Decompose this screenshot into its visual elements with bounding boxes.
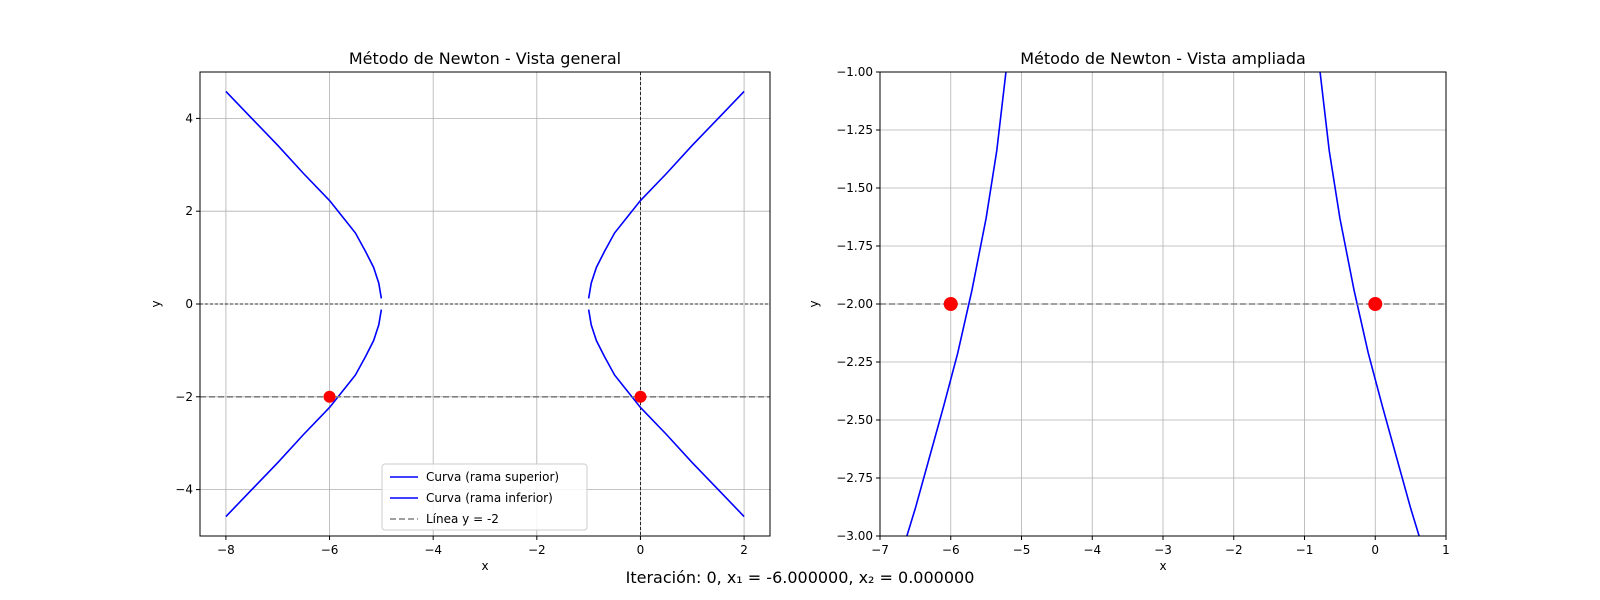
y-tick-label: −4 [175,483,193,497]
chart-1: −8 −6 −4 −2 0 2 −4 −2 0 2 4 Método de Newton - Vist… [149,49,771,573]
x-axis-label: x [481,559,488,573]
curve-series-1 [906,72,1420,536]
x-tick-label: −2 [1225,543,1243,557]
y-tick-label: 4 [185,111,193,125]
y-tick-label: −2.50 [836,413,873,427]
y-tick-label: 2 [185,204,193,218]
x-tick-label: 2 [740,543,748,557]
x-tick-label: −2 [528,543,546,557]
x-tick-label: −4 [424,543,442,557]
y-tick-label: −1.75 [836,239,873,253]
y-tick-label: −1.50 [836,181,873,195]
y-tick-label: −2.25 [836,355,873,369]
x-axis-label: x [1159,559,1166,573]
y-tick-label: −2.00 [836,297,873,311]
y-axis-label: y [807,300,821,307]
y-tick-label: −1.00 [836,65,873,79]
y-tick-label: 0 [185,297,193,311]
iteration-point-1 [943,297,958,311]
x-tick-label: 0 [1371,543,1379,557]
y-axis-label: y [149,300,163,307]
iteration-point-2 [634,390,647,403]
y-tick-label: −2 [175,390,193,404]
x-tick-label: −5 [1013,543,1031,557]
legend-entry: Línea y = -2 [426,512,499,526]
y-tick-label: −1.25 [836,123,873,137]
x-tick-label: −7 [871,543,889,557]
curve-series-2 [225,309,745,518]
legend-entry: Curva (rama inferior) [426,491,553,505]
legend-box [381,463,588,531]
chart-title: Método de Newton - Vista ampliada [1020,49,1306,68]
legend-entry: Curva (rama superior) [426,470,559,484]
curve-series-1 [225,90,745,299]
plot-area [200,90,770,518]
iteration-point-1 [323,390,336,403]
x-tick-label: −8 [217,543,235,557]
x-tick-label: −6 [942,543,960,557]
legend: Curva (rama superior) Curva (rama inferio… [381,463,588,531]
plot-area [880,72,1446,536]
x-tick-label: −4 [1083,543,1101,557]
y-tick-label: −2.75 [836,471,873,485]
iteration-point-2 [1368,297,1383,311]
chart-2: −7 −6 −5 −4 −3 −2 −1 0 1 −3.00 −2.75 −2.50 −2.25 −2.0… [807,49,1450,573]
chart-title: Método de Newton - Vista general [349,49,621,68]
iteration-suptitle: Iteración: 0, x₁ = -6.000000, x₂ = 0.000… [625,568,975,587]
x-tick-label: 1 [1442,543,1450,557]
x-tick-label: −1 [1296,543,1314,557]
x-tick-label: −6 [321,543,339,557]
x-tick-label: 0 [637,543,645,557]
y-tick-label: −3.00 [836,529,873,543]
x-tick-label: −3 [1154,543,1172,557]
